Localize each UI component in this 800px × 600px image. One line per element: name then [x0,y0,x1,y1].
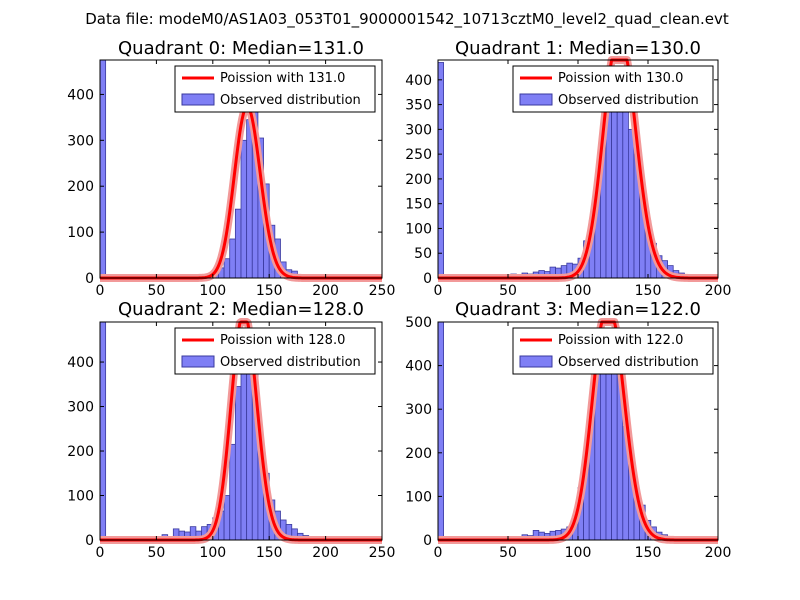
y-tick-label: 250 [405,147,432,163]
x-tick-label: 200 [312,545,339,561]
legend-bar-swatch [181,355,215,368]
y-tick-label: 300 [405,122,432,138]
histogram-bar [229,238,236,279]
y-tick-label: 300 [405,402,432,418]
x-tick-label: 100 [199,545,226,561]
legend-bar-swatch [519,355,553,368]
figure-title: Data file: modeM0/AS1A03_053T01_90000015… [85,10,729,29]
plot-area: 0 50 100 150 200 0 50 100 150 200 250 300 350 400 [405,56,732,299]
chart-title: Quadrant 3: Median=122.0 [455,299,701,320]
histogram-bar [99,321,107,541]
chart-title: Quadrant 1: Median=130.0 [455,38,701,59]
histogram-bar [229,443,236,541]
histogram-bar [223,495,231,541]
x-tick-label: 50 [147,283,165,299]
histogram-bar [437,321,444,541]
y-tick-label: 0 [423,271,432,287]
x-tick-label: 0 [434,545,443,561]
legend-bar-swatch [181,93,215,106]
x-tick-label: 200 [312,283,339,299]
x-tick-label: 150 [635,283,662,299]
panel-quadrant-1: Quadrant 1: Median=130.0 0 50 100 150 200 0 50… [405,38,731,299]
y-tick-label: 500 [405,315,432,331]
histogram-bar [240,363,248,541]
x-tick-label: 250 [369,545,396,561]
panel-quadrant-3: Quadrant 3: Median=122.0 0 50 100 150 200 0 10… [405,299,731,561]
histogram-bar [628,128,635,279]
x-tick-label: 150 [635,545,662,561]
y-tick-label: 0 [423,533,432,549]
x-tick-label: 150 [256,283,283,299]
histogram-bar [437,62,444,279]
x-tick-label: 0 [96,545,105,561]
x-tick-label: 0 [96,283,105,299]
x-tick-label: 50 [147,545,165,561]
y-tick-label: 400 [67,87,94,103]
x-tick-label: 150 [256,545,283,561]
x-tick-label: 100 [565,545,592,561]
legend-line-label: Poission with 122.0 [558,333,683,348]
y-tick-label: 200 [405,172,432,188]
y-tick-label: 200 [405,446,432,462]
x-tick-label: 50 [499,283,517,299]
y-tick-label: 400 [67,355,94,371]
chart-title: Quadrant 2: Median=128.0 [118,299,364,320]
y-tick-label: 150 [405,197,432,213]
legend-line-label: Poission with 128.0 [220,333,345,348]
plot-area: 0 50 100 150 200 250 0 100 200 300 400 [67,318,396,561]
histogram-bar [234,386,242,541]
y-tick-label: 400 [405,73,432,89]
y-tick-label: 100 [67,489,94,505]
legend-bar-label: Observed distribution [220,355,361,370]
histogram-bar [99,59,107,279]
y-tick-label: 100 [67,225,94,241]
y-tick-label: 350 [405,98,432,114]
legend-bar-label: Observed distribution [220,93,361,108]
x-tick-label: 200 [705,545,732,561]
panel-quadrant-0: Quadrant 0: Median=131.0 0 50 100 150 200 250… [67,38,395,299]
y-tick-label: 400 [405,359,432,375]
y-tick-label: 0 [85,533,94,549]
histogram-bar [240,139,248,279]
y-tick-label: 100 [405,221,432,237]
legend: Poission with 128.0 Observed distributio… [174,327,376,375]
y-tick-label: 300 [67,133,94,149]
legend-bar-label: Observed distribution [558,93,699,108]
x-tick-label: 50 [499,545,517,561]
axes-frame [99,321,383,541]
legend: Poission with 131.0 Observed distributio… [174,65,376,113]
legend-line-label: Poission with 131.0 [220,71,345,86]
histogram-bar [223,258,231,279]
panel-quadrant-2: Quadrant 2: Median=128.0 0 50 100 150 200 250… [67,299,395,561]
y-tick-label: 100 [405,489,432,505]
y-tick-label: 300 [67,400,94,416]
histogram-bar [246,119,253,279]
y-tick-label: 200 [67,444,94,460]
y-tick-label: 50 [414,246,432,262]
plot-area: 0 50 100 150 200 250 0 100 200 300 400 [67,59,396,299]
y-tick-label: 0 [85,271,94,287]
chart-title: Quadrant 0: Median=131.0 [118,38,364,59]
plot-area: 0 50 100 150 200 0 100 200 300 400 500 [405,315,731,561]
x-tick-label: 200 [705,283,732,299]
axes-frame [99,59,383,279]
y-tick-label: 200 [67,179,94,195]
x-tick-label: 250 [369,283,396,299]
legend-bar-label: Observed distribution [558,355,699,370]
histogram-bar [234,208,242,279]
x-tick-label: 100 [565,283,592,299]
legend-bar-swatch [519,93,553,106]
x-tick-label: 100 [199,283,226,299]
legend: Poission with 130.0 Observed distributio… [512,65,714,113]
legend: Poission with 122.0 Observed distributio… [512,327,714,375]
x-tick-label: 0 [434,283,443,299]
legend-line-label: Poission with 130.0 [558,71,683,86]
